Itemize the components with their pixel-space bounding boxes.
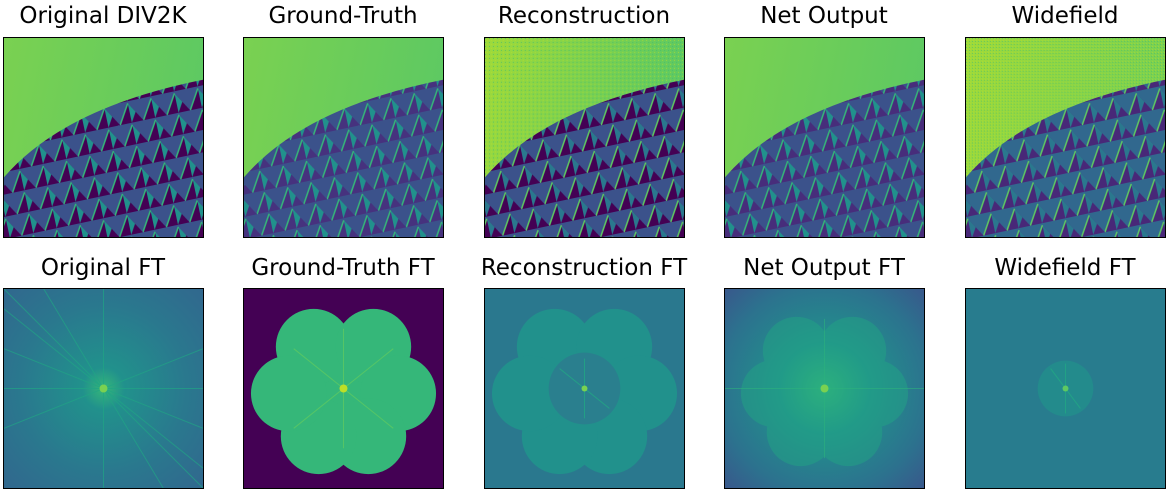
title-widefield: Widefield [1011,3,1119,29]
image-net-output [724,37,925,238]
title-net-output: Net Output [760,3,888,29]
image-original-div2k [3,37,204,238]
title-widefield-ft: Widefield FT [994,255,1136,281]
image-widefield-ft [965,288,1166,489]
image-original-ft [3,288,204,489]
title-reconstruction-ft: Reconstruction FT [480,255,688,281]
title-reconstruction: Reconstruction [497,3,671,29]
image-reconstruction [484,37,685,238]
image-ground-truth-ft [243,288,444,489]
image-reconstruction-ft [484,288,685,489]
image-ground-truth [243,37,444,238]
title-ground-truth: Ground-Truth [268,3,418,29]
title-original-div2k: Original DIV2K [19,3,187,29]
image-widefield [965,37,1166,238]
title-net-output-ft: Net Output FT [743,255,905,281]
title-ground-truth-ft: Ground-Truth FT [251,255,435,281]
title-original-ft: Original FT [40,255,166,281]
image-net-output-ft [724,288,925,489]
